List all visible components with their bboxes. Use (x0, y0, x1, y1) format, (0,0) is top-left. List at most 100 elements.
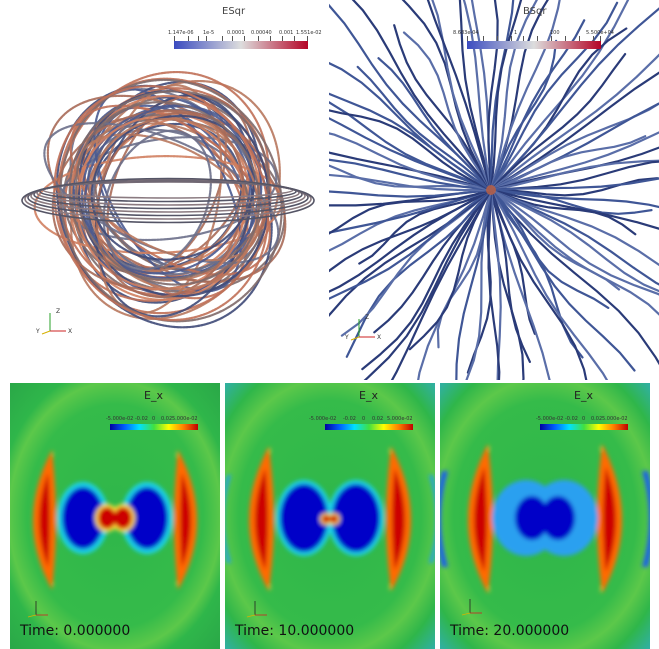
bsqr-field-line (361, 188, 493, 371)
bsqr-field-line (489, 188, 659, 230)
ex-colorbar-t0-label-4: 5.000e-02 (172, 416, 198, 422)
bsqr-axis-y-label: Y (345, 334, 349, 341)
bsqr-field-line (329, 109, 493, 192)
bsqr-center-point (486, 185, 496, 195)
esqr-axis-z-label: Z (56, 308, 61, 315)
ex-colorbar-t20-label-4: 5.000e-02 (602, 416, 628, 422)
ex-title-t10: E_x (359, 389, 378, 402)
esqr-field-line (53, 85, 270, 322)
bsqr-field-line (489, 188, 659, 296)
bsqr-field-line (489, 71, 659, 192)
bsqr-field-line (489, 0, 538, 192)
bsqr-axis-x-label: X (377, 334, 382, 341)
ex-axes-triad-t20 (461, 599, 482, 616)
bsqr-field-line (489, 188, 659, 286)
bsqr-field-line (426, 0, 493, 192)
esqr-axis-y-label: Y (36, 328, 40, 335)
ex-colorbar-t10-label-1: -0.02 (343, 416, 356, 422)
ex-colorbar-t10-label-3: 0.02 (372, 416, 384, 422)
bsqr-field-line (489, 1, 619, 192)
bsqr-field-line (489, 188, 659, 366)
ex-colorbar-t20 (540, 424, 628, 430)
esqr-colorbar-label-3: 0.0001 (227, 30, 245, 36)
bsqr-field-line (455, 188, 493, 380)
ex-colorbar-t0-label-1: -0.02 (135, 416, 148, 422)
bsqr-field-line (489, 188, 636, 372)
ex-colorbar-t0-label-3: 0.02 (161, 416, 173, 422)
bsqr-field-line (390, 188, 493, 380)
bsqr-field-line (329, 188, 493, 273)
bsqr-field-line (458, 0, 493, 192)
bsqr-field-line (329, 188, 493, 198)
bsqr-colorbar-label-3: 100 (550, 30, 560, 36)
bsqr-field-line (329, 188, 493, 234)
bsqr-field-line (489, 177, 659, 192)
bsqr-field-line (489, 146, 659, 192)
esqr-title: ESqr (222, 6, 246, 17)
ex-time-label-t0: Time: 0.000000 (20, 623, 131, 639)
ex-title-t20: E_x (574, 389, 593, 402)
esqr-colorbar-label-2: 1e-5 (203, 30, 215, 36)
esqr-field-line (59, 78, 283, 323)
bsqr-field-line (329, 151, 493, 192)
bsqr-colorbar-label-2: 1 (514, 30, 518, 36)
esqr-field-line (68, 90, 270, 281)
bsqr-field-line (489, 188, 637, 236)
bsqr-field-line (329, 158, 493, 192)
bsqr-field-line (487, 0, 499, 192)
esqr-field-line (75, 101, 261, 286)
esqr-colorbar-label-5: 0.001 (279, 30, 294, 36)
bsqr-field-line (329, 132, 493, 192)
bsqr-field-line (431, 0, 493, 192)
ex-time-label-t10: Time: 10.000000 (235, 623, 355, 639)
esqr-field-line (88, 117, 260, 291)
bsqr-field-line (489, 39, 558, 192)
bsqr-field-line (489, 0, 630, 192)
esqr-colorbar (174, 41, 308, 49)
esqr-axis-x-label: X (68, 328, 73, 335)
bsqr-title: BSqr (523, 6, 547, 17)
ex-colorbar-t10-label-0: -5.000e-02 (309, 416, 337, 422)
bsqr-field-line (377, 57, 493, 192)
ex-panel-t20: E_x -5.000e-02 -0.02 0 0.02 5.000e-02 Ti… (440, 383, 650, 649)
bsqr-field-line (489, 188, 659, 316)
esqr-colorbar-ticks (174, 36, 308, 41)
bsqr-field-line (489, 159, 659, 192)
esqr-equatorial-line (21, 177, 315, 224)
esqr-axes-triad (41, 313, 66, 335)
ex-colorbar-t10-label-4: 5.000e-02 (387, 416, 413, 422)
esqr-colorbar-label-min: 1.147e-06 (168, 30, 194, 36)
ex-colorbar-t20-label-3: 0.02 (591, 416, 603, 422)
ex-panel-t0: E_x -5.000e-02 -0.02 0 0.02 5.000e-02 Ti… (10, 383, 220, 649)
bsqr-field-line (345, 188, 493, 358)
bsqr-colorbar-label-min: 8.683e-04 (453, 30, 479, 36)
bsqr-field-line (489, 53, 659, 192)
ex-time-label-t20: Time: 20.000000 (450, 623, 570, 639)
bsqr-field-line (489, 188, 659, 209)
bsqr-panel: BSqr 8.683e-04 1 100 5.500e+04 Z Y X (329, 0, 659, 380)
bsqr-field-line (329, 100, 493, 192)
bsqr-field-line (358, 188, 493, 265)
bsqr-field-line (417, 188, 493, 380)
bsqr-field-line (489, 188, 621, 291)
ex-colorbar-t0-label-2: 0 (152, 416, 156, 422)
esqr-field-lines (21, 70, 315, 329)
bsqr-colorbar-ticks (467, 36, 601, 41)
ex-panel-t10: E_x -5.000e-02 -0.02 0 0.02 5.000e-02 Ti… (225, 383, 435, 649)
ex-axes-triad-t0 (27, 601, 48, 618)
ex-colorbar-t10-label-2: 0 (362, 416, 366, 422)
bsqr-field-line (489, 177, 659, 197)
bsqr-field-line (489, 188, 653, 215)
bsqr-colorbar-label-max: 5.500e+04 (586, 30, 614, 36)
bsqr-field-line (489, 188, 659, 293)
bsqr-field-line (402, 31, 493, 192)
bsqr-field-line (329, 188, 493, 300)
ex-colorbar-t20-label-1: -0.02 (565, 416, 578, 422)
bsqr-field-line (487, 188, 501, 380)
bsqr-colorbar (467, 41, 601, 49)
bsqr-field-line (489, 188, 609, 380)
ex-colorbar-t10 (325, 424, 413, 430)
bsqr-field-line (489, 131, 659, 192)
esqr-panel: ESqr 1.147e-06 1e-5 0.0001 0.00040 0.001… (0, 0, 329, 380)
esqr-field-line (43, 122, 280, 265)
